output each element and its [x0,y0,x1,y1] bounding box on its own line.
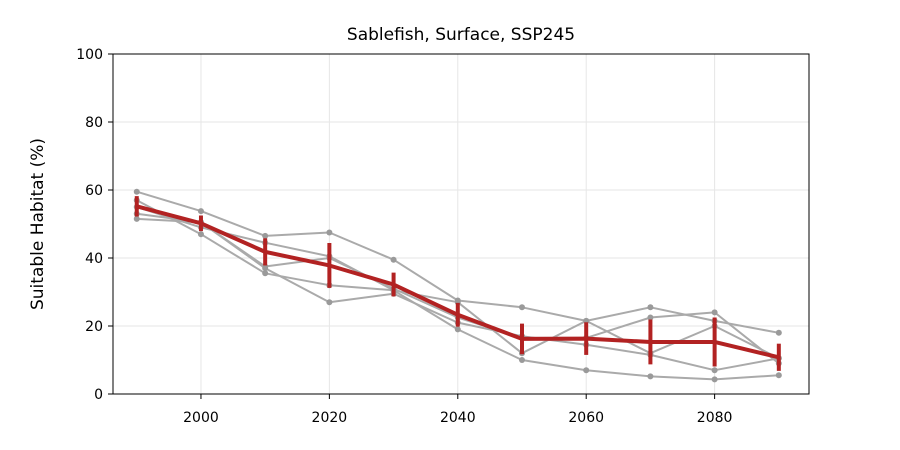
y-tick-label: 0 [94,387,103,403]
chart-title: Sablefish, Surface, SSP245 [347,25,575,45]
member-series-point [454,326,461,333]
member-series-point [262,265,269,272]
member-series-point [711,376,718,383]
member-series-point [390,256,397,263]
member-series-point [197,208,204,215]
member-series-point [133,215,140,222]
y-tick-label: 60 [85,183,103,199]
member-series-point [326,229,333,236]
x-tick-label: 2020 [312,410,348,426]
x-tick-label: 2060 [568,410,604,426]
member-series-point [262,270,269,277]
member-series-point [262,232,269,239]
x-tick-label: 2000 [183,410,219,426]
member-series-point [583,367,590,374]
y-tick-label: 20 [85,319,103,335]
member-series-point [647,304,654,311]
member-series-point [775,329,782,336]
x-tick-label: 2080 [697,410,733,426]
member-series-point [518,357,525,363]
member-series-point [326,299,333,306]
member-series-point [711,309,718,316]
plot-frame [112,53,810,395]
member-series-point [775,372,782,379]
mean-series-line [136,204,780,360]
mean-series-group [134,196,781,371]
member-series-point [133,188,140,195]
y-tick-label: 40 [85,251,103,267]
member-series-point [647,373,654,380]
y-tick-label: 100 [76,47,103,63]
member-series-point [711,367,718,374]
member-series-point [197,231,204,238]
x-tick-label: 2040 [440,410,476,426]
member-series-point [518,304,525,311]
member-series-point [647,314,654,321]
y-axis-label: Suitable Habitat (%) [28,138,48,310]
y-tick-label: 80 [85,115,103,131]
